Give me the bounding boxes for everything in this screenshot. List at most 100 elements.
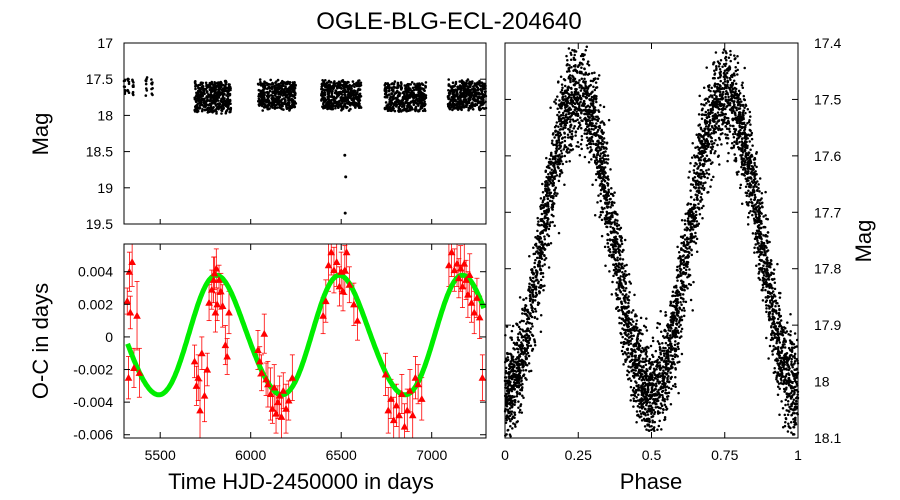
oc-x-tick-label: 5500 [145,447,176,463]
phased-point [506,428,510,432]
lightcurve-point [386,96,389,99]
lightcurve-point [320,85,324,89]
lightcurve-point [349,107,352,111]
lightcurve-point [454,82,458,86]
lightcurve-point [257,97,261,101]
phased-point [639,316,643,320]
lightcurve-point [453,85,456,88]
phased-point [592,85,595,89]
lightcurve-point [334,96,338,100]
phased-point [656,340,660,343]
lightcurve-point [451,108,454,112]
phased-point [578,79,581,82]
lightcurve-point [273,85,276,89]
phased-point [533,265,536,269]
phased-point [688,268,691,271]
phased-point [577,145,580,149]
phased-point [599,213,602,217]
lightcurve-point [127,82,131,86]
phased-point [772,268,776,271]
phased-point [706,108,710,112]
phased-point [762,264,765,268]
lightcurve-point [195,99,199,103]
phased-point [563,154,567,158]
lightcurve-point [463,89,467,92]
phased-point [534,269,538,272]
phased-point [749,123,752,126]
phased-point [701,184,705,188]
oc-point [353,316,362,324]
lightcurve-point [293,104,296,107]
lightcurve-point [337,94,341,97]
lightcurve-point [414,86,417,89]
phased-point [622,363,625,366]
lightcurve-point [282,108,285,111]
lightcurve-point [257,99,261,103]
lightcurve-point [471,108,475,111]
oc-point [478,373,486,381]
phased-point [748,110,752,114]
phased-point [520,411,524,414]
lightcurve-point [409,100,413,103]
oc-point [455,274,463,282]
lightcurve-point [412,103,416,106]
oc-triangles [124,248,486,430]
lightcurve-point [447,84,451,87]
phased-point [547,173,550,176]
oc-point [133,311,141,319]
lightcurve-point [282,84,285,87]
lightcurve-point [465,85,469,88]
lightcurve-point [479,96,483,99]
lightcurve-point [410,91,413,94]
oc-point [411,373,420,381]
oc-point [335,282,344,290]
phased-point [774,305,777,308]
lightcurve-point [389,103,393,107]
lightcurve-point [337,91,341,94]
lightcurve-point [258,104,261,107]
phased-point [553,224,556,227]
lightcurve-point [208,99,212,103]
phased-point [659,330,663,334]
lightcurve-point [357,84,361,88]
oc-point [130,364,138,371]
lightcurve-point [389,99,393,103]
phased-point [661,389,665,393]
lightcurve-point [404,100,408,104]
lightcurve-point [383,107,387,111]
phased-point [556,95,559,98]
phased-point [700,192,703,196]
lightcurve-point [482,84,485,88]
phased-point [616,258,619,262]
lightcurve-point [480,102,484,106]
phased-point [534,288,538,291]
lightcurve-point [396,89,399,93]
lightcurve-point [390,86,394,90]
lightcurve-point [423,109,427,113]
phased-point [568,160,571,163]
lightcurve-point [455,103,458,106]
lightcurve-point [339,96,343,100]
lightcurve-point [280,98,284,101]
oc-point [398,390,406,398]
lightcurve-point [468,95,472,99]
phased-point [704,125,708,128]
lightcurve-point [324,79,327,82]
lightcurve-point [277,93,280,96]
lightcurve-point [397,106,401,109]
lightcurve-point [417,95,420,98]
phased-point [685,236,689,239]
lightcurve-point [424,96,428,100]
oc-point [213,300,222,308]
phased-point [771,312,774,316]
phased-point [548,158,552,161]
lightcurve-point [417,84,420,88]
lightcurve-point [343,88,347,91]
lightcurve-point [422,87,425,91]
lightcurve-point [288,109,291,112]
oc-point [279,386,288,394]
oc-point [324,261,333,269]
lightcurve-point [474,102,477,106]
phased-point [783,343,786,346]
